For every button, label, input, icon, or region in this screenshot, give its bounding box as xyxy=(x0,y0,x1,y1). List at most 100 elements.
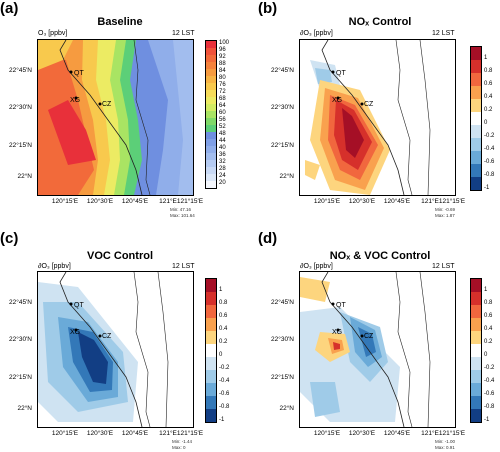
colorbar-label: 52 xyxy=(219,124,226,130)
lat-tick: 22°45'N xyxy=(271,67,294,74)
panel-title: NOₓ Control xyxy=(348,16,412,28)
lat-tick: 22°15'N xyxy=(271,374,294,381)
colorbar-label: -0.6 xyxy=(484,391,495,397)
colorbar-label: 48 xyxy=(219,131,226,137)
colorbar-label: -0.2 xyxy=(484,365,495,371)
lat-tick: 22°N xyxy=(279,173,294,180)
colorbar-label: 0.8 xyxy=(219,300,228,306)
city-label-qt: QT xyxy=(336,70,346,77)
colorbar-label: -1 xyxy=(484,185,490,191)
colorbar-label: 68 xyxy=(219,96,226,102)
colorbar-label: 84 xyxy=(219,68,226,74)
time-label: 12 LST xyxy=(172,30,195,37)
panel-nox-voc-control: (d) NOₓ & VOC Control ∂O₃ [ppbv] 12 LST … xyxy=(250,226,500,452)
min-label: Min: -1.00 xyxy=(435,439,456,444)
lon-tick: 121°E xyxy=(159,198,177,205)
colorbar-nox xyxy=(470,46,482,191)
colorbar-label: 0.4 xyxy=(484,94,493,100)
city-label-cz: CZ xyxy=(364,101,374,108)
variable-label: ∂O₃ [ppbv] xyxy=(38,263,71,270)
panel-title: NOₓ & VOC Control xyxy=(329,250,431,262)
max-label: Max: 101.64 xyxy=(170,213,195,218)
lon-tick: 120°15'E xyxy=(51,430,79,437)
city-label-qt: QT xyxy=(336,302,346,309)
colorbar-label: -1 xyxy=(219,417,225,423)
colorbar-label: 76 xyxy=(219,82,226,88)
lat-tick: 22°15'N xyxy=(9,374,32,381)
colorbar-label: 0.8 xyxy=(484,68,493,74)
lon-tick: 121°15'E xyxy=(438,198,466,205)
colorbar-label: 92 xyxy=(219,54,226,60)
colorbar-label: 1 xyxy=(219,287,223,293)
colorbar-label: -0.2 xyxy=(484,133,495,139)
city-label-cz: CZ xyxy=(102,333,112,340)
colorbar-label: -1 xyxy=(484,417,490,423)
colorbar-label: 40 xyxy=(219,145,226,151)
lon-tick: 120°45'E xyxy=(121,430,149,437)
lon-tick: 120°15'E xyxy=(51,198,79,205)
lon-tick: 120°45'E xyxy=(383,430,411,437)
variable-label: ∂O₃ [ppbv] xyxy=(300,30,333,37)
city-label-qt: QT xyxy=(74,70,84,77)
city-label-xg: XG xyxy=(332,329,342,336)
lat-tick: 22°15'N xyxy=(271,142,294,149)
max-label: Max: 1.87 xyxy=(435,213,455,218)
map-nox-voc-control: QT XG CZ xyxy=(299,271,456,428)
panel-letter: (a) xyxy=(0,0,19,17)
colorbar-label: 64 xyxy=(219,103,226,109)
colorbar-label: 1 xyxy=(484,55,488,61)
colorbar-label: 100 xyxy=(219,40,230,46)
city-label-qt: QT xyxy=(74,302,84,309)
lat-tick: 22°30'N xyxy=(271,104,294,111)
colorbar-label: 72 xyxy=(219,89,226,95)
lat-tick: 22°45'N xyxy=(271,299,294,306)
colorbar-baseline xyxy=(205,40,217,189)
city-label-cz: CZ xyxy=(364,333,374,340)
colorbar-label: 0.4 xyxy=(219,326,228,332)
colorbar-label: 0.6 xyxy=(484,313,493,319)
colorbar-label: 0.2 xyxy=(484,339,493,345)
colorbar-label: 0.6 xyxy=(219,313,228,319)
colorbar-label: 1 xyxy=(484,287,488,293)
colorbar-label: 20 xyxy=(219,180,226,186)
lat-tick: 22°45'N xyxy=(9,299,32,306)
map-nox-control: QT XG CZ xyxy=(299,39,456,196)
colorbar-label: -0.4 xyxy=(484,146,495,152)
city-label-xg: XG xyxy=(70,97,80,104)
lon-tick: 121°15'E xyxy=(438,430,466,437)
lon-tick: 120°30'E xyxy=(348,198,376,205)
variable-label: ∂O₃ [ppbv] xyxy=(300,263,333,270)
colorbar-label: 28 xyxy=(219,166,226,172)
lat-tick: 22°30'N xyxy=(9,104,32,111)
colorbar-label: -0.8 xyxy=(484,172,495,178)
lat-tick: 22°N xyxy=(17,405,32,412)
panel-nox-control: (b) NOₓ Control ∂O₃ [ppbv] 12 LST 22°45'… xyxy=(250,0,500,226)
lon-tick: 120°30'E xyxy=(86,198,114,205)
colorbar-label: 0.2 xyxy=(219,339,228,345)
lon-tick: 120°15'E xyxy=(313,198,341,205)
lon-tick: 120°30'E xyxy=(348,430,376,437)
lat-tick: 22°30'N xyxy=(9,336,32,343)
colorbar-label: 80 xyxy=(219,75,226,81)
o3-diff-field: QT XG CZ xyxy=(300,40,455,195)
colorbar-label: 0 xyxy=(484,352,488,358)
colorbar-label: -0.6 xyxy=(484,159,495,165)
lat-tick: 22°15'N xyxy=(9,142,32,149)
colorbar-label: -0.2 xyxy=(219,365,230,371)
colorbar-label: -0.4 xyxy=(219,378,230,384)
lon-tick: 121°E xyxy=(159,430,177,437)
lon-tick: 120°30'E xyxy=(86,430,114,437)
colorbar-label: -0.8 xyxy=(219,404,230,410)
colorbar-label: 0.8 xyxy=(484,300,493,306)
panel-title: VOC Control xyxy=(87,250,153,262)
colorbar-label: 32 xyxy=(219,159,226,165)
lon-tick: 121°E xyxy=(421,198,439,205)
colorbar-label: 0.6 xyxy=(484,81,493,87)
colorbar-label: 56 xyxy=(219,117,226,123)
min-label: Min: -1.44 xyxy=(172,439,193,444)
time-label: 12 LST xyxy=(172,263,195,270)
time-label: 12 LST xyxy=(432,263,455,270)
colorbar-label: -0.6 xyxy=(219,391,230,397)
colorbar-label: 96 xyxy=(219,47,226,53)
colorbar-label: 0.2 xyxy=(484,107,493,113)
